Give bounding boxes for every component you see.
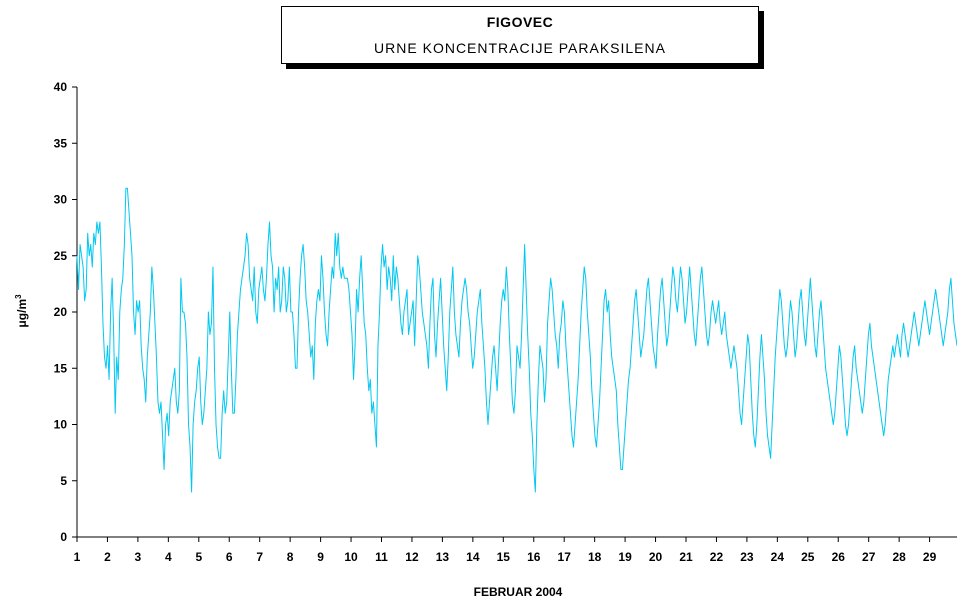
axes xyxy=(72,86,957,542)
x-tick-label: 3 xyxy=(135,550,142,564)
y-tick-label: 40 xyxy=(54,80,68,94)
x-tick-label: 25 xyxy=(801,550,815,564)
y-tick-label: 20 xyxy=(54,305,68,319)
y-axis-title-superscript: 3 xyxy=(14,294,23,299)
x-tick-label: 21 xyxy=(679,550,693,564)
x-tick-label: 28 xyxy=(892,550,906,564)
x-tick-label: 2 xyxy=(104,550,111,564)
x-tick-label: 12 xyxy=(405,550,419,564)
chart-subtitle: URNE KONCENTRACIJE PARAKSILENA xyxy=(374,40,666,56)
x-tick-label: 5 xyxy=(195,550,202,564)
x-tick-label: 15 xyxy=(497,550,511,564)
x-tick-label: 7 xyxy=(256,550,263,564)
x-tick-label: 4 xyxy=(165,550,172,564)
y-axis-title-base: μg/m xyxy=(15,299,29,328)
chart-title: FIGOVEC xyxy=(486,14,554,30)
series-line xyxy=(76,187,957,493)
x-tick-label: 29 xyxy=(923,550,937,564)
x-tick-label: 6 xyxy=(226,550,233,564)
x-tick-label: 20 xyxy=(649,550,663,564)
x-tick-label: 16 xyxy=(527,550,541,564)
x-tick-label: 17 xyxy=(558,550,572,564)
x-tick-label: 26 xyxy=(832,550,846,564)
y-tick-label: 5 xyxy=(60,474,67,488)
x-tick-label: 27 xyxy=(862,550,876,564)
x-tick-label: 18 xyxy=(588,550,602,564)
x-tick-label: 23 xyxy=(740,550,754,564)
y-tick-label: 0 xyxy=(60,530,67,544)
y-tick-label: 30 xyxy=(54,193,68,207)
y-tick-label: 25 xyxy=(54,249,68,263)
x-tick-label: 8 xyxy=(287,550,294,564)
x-tick-label: 19 xyxy=(618,550,632,564)
y-tick-label: 15 xyxy=(54,361,68,375)
y-axis-title: μg/m3 xyxy=(14,294,29,328)
y-tick-label: 10 xyxy=(54,418,68,432)
series-layer xyxy=(76,187,957,493)
title-box: FIGOVEC URNE KONCENTRACIJE PARAKSILENA xyxy=(281,6,759,64)
x-tick-label: 14 xyxy=(466,550,480,564)
y-tick-label: 35 xyxy=(54,136,68,150)
x-axis-title: FEBRUAR 2004 xyxy=(474,585,563,599)
x-tick-label: 10 xyxy=(344,550,358,564)
x-tick-label: 13 xyxy=(436,550,450,564)
x-tick-label: 11 xyxy=(375,550,388,564)
x-tick-label: 22 xyxy=(710,550,724,564)
x-tick-label: 9 xyxy=(317,550,324,564)
x-tick-label: 24 xyxy=(771,550,785,564)
x-tick-label: 1 xyxy=(74,550,81,564)
